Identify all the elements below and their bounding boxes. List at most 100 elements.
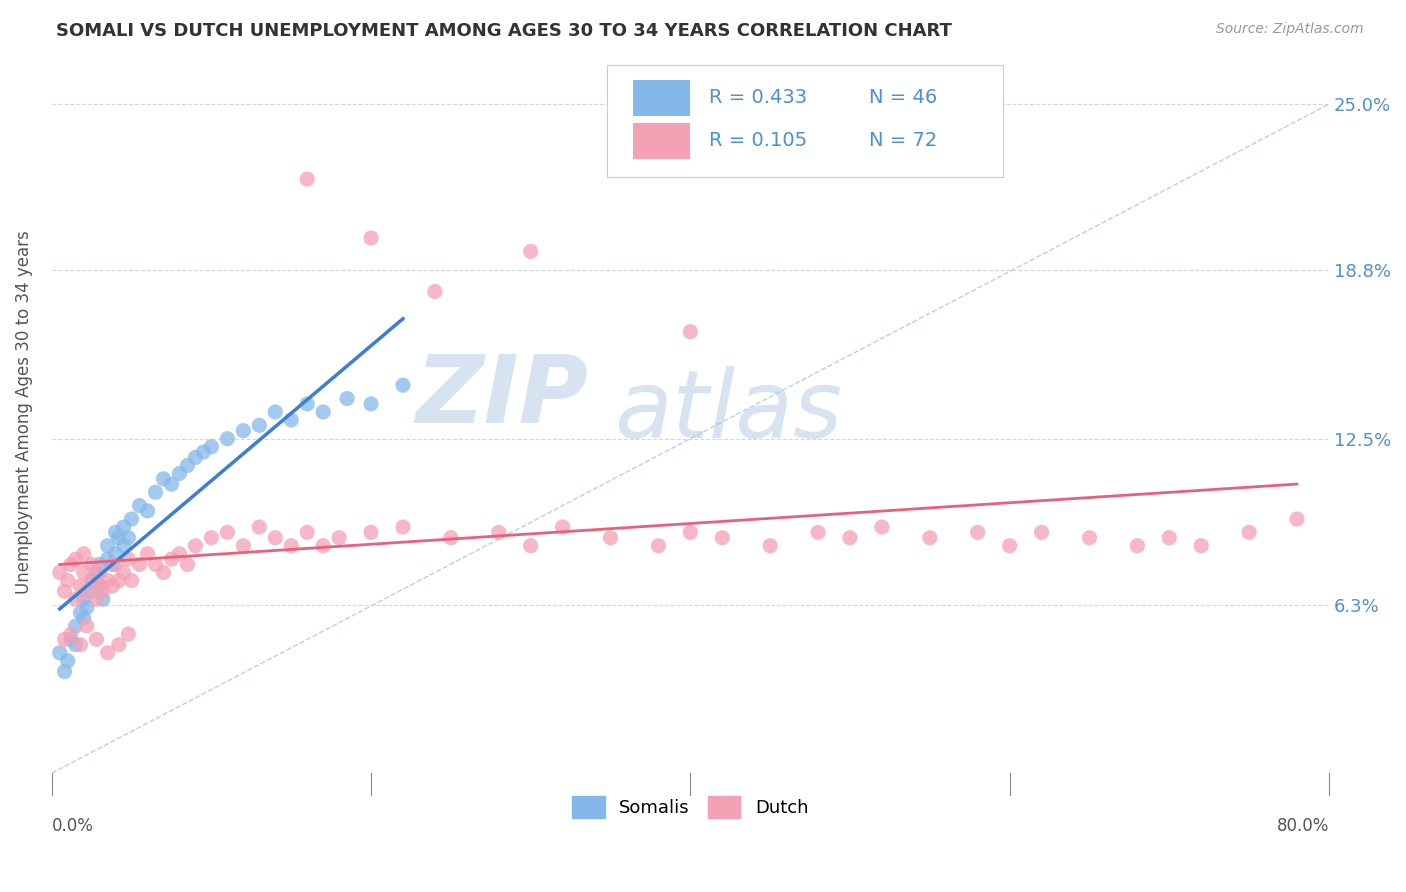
Point (280, 413, 302, 427)
Point (101, 579, 124, 593)
Text: 80.0%: 80.0% (1277, 816, 1329, 835)
Point (53, 584, 76, 599)
Point (1237, 525, 1260, 540)
Point (312, 539, 335, 553)
Point (107, 531, 129, 545)
Point (1285, 512, 1308, 526)
Point (679, 325, 702, 339)
Point (56, 574, 79, 588)
Point (360, 231, 382, 245)
Point (392, 520, 415, 534)
Point (76, 600, 98, 615)
Point (647, 539, 669, 553)
Point (91, 584, 114, 599)
Point (107, 638, 129, 652)
Point (56, 654, 79, 668)
Point (336, 392, 359, 406)
Point (295, 397, 318, 411)
Point (73, 611, 96, 625)
Point (184, 450, 207, 465)
Point (423, 285, 446, 299)
Legend: Somalis, Dutch: Somalis, Dutch (565, 789, 815, 826)
Point (89, 566, 111, 580)
Point (160, 552, 183, 566)
Text: N = 46: N = 46 (869, 88, 938, 107)
Point (121, 574, 143, 588)
Point (121, 512, 143, 526)
Text: atlas: atlas (613, 367, 842, 458)
Text: N = 72: N = 72 (869, 131, 938, 151)
FancyBboxPatch shape (607, 65, 1004, 178)
Point (89, 558, 111, 572)
Point (65, 592, 87, 607)
Point (53, 665, 76, 679)
Point (112, 539, 135, 553)
Point (217, 432, 239, 446)
Point (176, 458, 198, 473)
Point (679, 525, 702, 540)
Point (918, 531, 941, 545)
Point (104, 558, 127, 572)
Point (152, 472, 174, 486)
Point (80, 584, 103, 599)
Point (1126, 539, 1149, 553)
Point (104, 547, 127, 561)
Text: R = 0.433: R = 0.433 (710, 88, 807, 107)
Point (247, 520, 270, 534)
Text: Source: ZipAtlas.com: Source: ZipAtlas.com (1216, 22, 1364, 37)
Point (69, 606, 91, 620)
FancyBboxPatch shape (633, 79, 690, 116)
Text: SOMALI VS DUTCH UNEMPLOYMENT AMONG AGES 30 TO 34 YEARS CORRELATION CHART: SOMALI VS DUTCH UNEMPLOYMENT AMONG AGES … (56, 22, 952, 40)
Point (839, 531, 862, 545)
Point (97, 574, 120, 588)
Point (65, 619, 87, 633)
Point (232, 424, 254, 438)
Point (152, 566, 174, 580)
Point (136, 504, 159, 518)
Point (145, 485, 167, 500)
Point (599, 531, 621, 545)
Point (807, 525, 830, 540)
Point (97, 539, 120, 553)
Point (200, 531, 222, 545)
Point (101, 558, 124, 572)
Point (112, 566, 135, 580)
Point (1031, 525, 1053, 540)
Point (193, 445, 215, 459)
Text: ZIP: ZIP (415, 351, 588, 443)
Point (295, 172, 318, 186)
Point (59, 627, 82, 641)
Point (48, 646, 70, 660)
Point (360, 397, 382, 411)
Point (184, 539, 207, 553)
Point (169, 467, 191, 481)
Point (86, 566, 108, 580)
Point (80, 558, 103, 572)
Point (360, 525, 382, 540)
Point (89, 579, 111, 593)
FancyBboxPatch shape (633, 123, 690, 159)
Point (519, 244, 541, 259)
Point (145, 558, 167, 572)
Point (488, 525, 510, 540)
Point (1189, 539, 1212, 553)
Point (136, 547, 159, 561)
Point (76, 619, 98, 633)
Point (104, 525, 127, 540)
Point (107, 574, 129, 588)
Point (117, 552, 139, 566)
Point (176, 558, 198, 572)
Point (392, 378, 415, 392)
Point (48, 566, 70, 580)
Point (295, 525, 318, 540)
Point (870, 520, 893, 534)
Point (53, 632, 76, 647)
Point (280, 539, 302, 553)
Point (73, 592, 96, 607)
Point (247, 418, 270, 433)
Text: R = 0.105: R = 0.105 (710, 131, 807, 151)
Point (264, 405, 287, 419)
Point (73, 566, 96, 580)
Point (759, 539, 782, 553)
Y-axis label: Unemployment Among Ages 30 to 34 years: Unemployment Among Ages 30 to 34 years (15, 230, 32, 594)
